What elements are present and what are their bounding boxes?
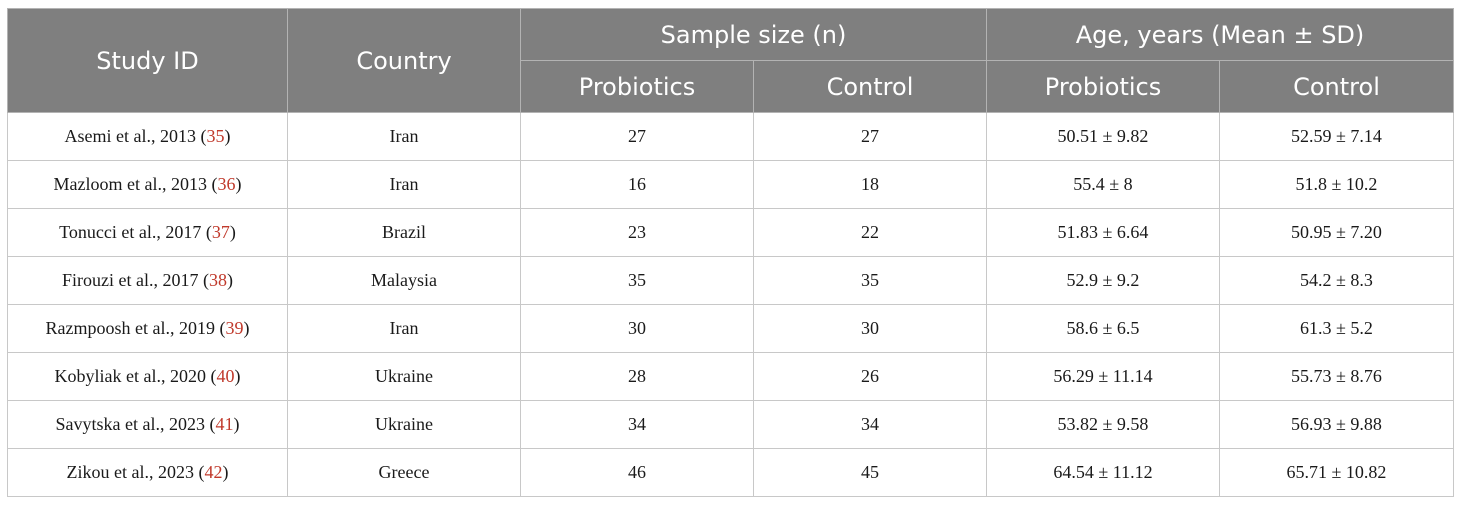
sample-control-cell: 26 [753,352,987,401]
age-probiotics-cell: 50.51 ± 9.82 [986,112,1220,161]
header-sample-size: Sample size (n) [520,8,987,61]
study-name-close: ) [229,222,236,242]
table-row: Zikou et al., 2023 (42) Greece 46 45 64.… [7,448,1454,497]
study-name: Razmpoosh et al., 2019 ( [45,318,226,338]
sample-control-cell: 18 [753,160,987,209]
sample-probiotics-cell: 35 [520,256,754,305]
table-row: Kobyliak et al., 2020 (40) Ukraine 28 26… [7,352,1454,401]
study-name-close: ) [222,462,229,482]
table-row: Tonucci et al., 2017 (37) Brazil 23 22 5… [7,208,1454,257]
age-control-cell: 56.93 ± 9.88 [1219,400,1454,449]
study-name-close: ) [235,174,242,194]
study-cell: Tonucci et al., 2017 (37) [7,208,288,257]
age-control-cell: 55.73 ± 8.76 [1219,352,1454,401]
study-cell: Asemi et al., 2013 (35) [7,112,288,161]
table-header: Study ID Country Sample size (n) Age, ye… [7,8,1454,113]
study-cell: Mazloom et al., 2013 (36) [7,160,288,209]
study-characteristics-table: Study ID Country Sample size (n) Age, ye… [7,8,1454,497]
country-cell: Ukraine [287,352,521,401]
age-control-cell: 54.2 ± 8.3 [1219,256,1454,305]
age-probiotics-cell: 51.83 ± 6.64 [986,208,1220,257]
country-cell: Iran [287,304,521,353]
study-cell: Firouzi et al., 2017 (38) [7,256,288,305]
sample-control-cell: 34 [753,400,987,449]
reference-link[interactable]: 38 [208,270,227,290]
sample-probiotics-cell: 23 [520,208,754,257]
country-cell: Iran [287,160,521,209]
header-subrow: Probiotics Control Probiotics Control [8,60,1454,113]
table-row: Razmpoosh et al., 2019 (39) Iran 30 30 5… [7,304,1454,353]
table-row: Asemi et al., 2013 (35) Iran 27 27 50.51… [7,112,1454,161]
study-name-close: ) [226,270,233,290]
table-body: Asemi et al., 2013 (35) Iran 27 27 50.51… [7,112,1454,497]
reference-link[interactable]: 35 [206,126,225,146]
header-sample-probiotics: Probiotics [520,60,754,113]
age-probiotics-cell: 64.54 ± 11.12 [986,448,1220,497]
study-cell: Kobyliak et al., 2020 (40) [7,352,288,401]
header-age-probiotics: Probiotics [986,60,1220,113]
sample-probiotics-cell: 16 [520,160,754,209]
header-age-control: Control [1219,60,1454,113]
age-control-cell: 52.59 ± 7.14 [1219,112,1454,161]
study-name: Mazloom et al., 2013 ( [53,174,218,194]
study-name: Kobyliak et al., 2020 ( [54,366,217,386]
header-age: Age, years (Mean ± SD) [986,8,1454,61]
sample-probiotics-cell: 28 [520,352,754,401]
study-name: Asemi et al., 2013 ( [64,126,207,146]
sample-probiotics-cell: 30 [520,304,754,353]
sample-probiotics-cell: 46 [520,448,754,497]
reference-link[interactable]: 41 [215,414,234,434]
reference-link[interactable]: 39 [225,318,244,338]
country-cell: Iran [287,112,521,161]
table-row: Savytska et al., 2023 (41) Ukraine 34 34… [7,400,1454,449]
study-name: Firouzi et al., 2017 ( [62,270,209,290]
sample-control-cell: 22 [753,208,987,257]
age-control-cell: 50.95 ± 7.20 [1219,208,1454,257]
age-probiotics-cell: 55.4 ± 8 [986,160,1220,209]
age-control-cell: 51.8 ± 10.2 [1219,160,1454,209]
header-row: Study ID Country Sample size (n) Age, ye… [7,8,1454,113]
header-sample-control: Control [753,60,987,113]
study-name-close: ) [234,366,241,386]
sample-control-cell: 35 [753,256,987,305]
sample-control-cell: 27 [753,112,987,161]
study-name-close: ) [243,318,250,338]
reference-link[interactable]: 37 [211,222,230,242]
header-country: Country [287,8,521,113]
country-cell: Ukraine [287,400,521,449]
study-name: Savytska et al., 2023 ( [55,414,216,434]
study-cell: Zikou et al., 2023 (42) [7,448,288,497]
age-probiotics-cell: 52.9 ± 9.2 [986,256,1220,305]
table-row: Mazloom et al., 2013 (36) Iran 16 18 55.… [7,160,1454,209]
study-cell: Razmpoosh et al., 2019 (39) [7,304,288,353]
reference-link[interactable]: 42 [204,462,223,482]
sample-control-cell: 45 [753,448,987,497]
study-name-close: ) [233,414,240,434]
sample-probiotics-cell: 34 [520,400,754,449]
age-probiotics-cell: 58.6 ± 6.5 [986,304,1220,353]
reference-link[interactable]: 40 [216,366,235,386]
table-row: Firouzi et al., 2017 (38) Malaysia 35 35… [7,256,1454,305]
age-control-cell: 65.71 ± 10.82 [1219,448,1454,497]
study-cell: Savytska et al., 2023 (41) [7,400,288,449]
age-probiotics-cell: 56.29 ± 11.14 [986,352,1220,401]
country-cell: Brazil [287,208,521,257]
header-study-id: Study ID [7,8,288,113]
country-cell: Greece [287,448,521,497]
age-control-cell: 61.3 ± 5.2 [1219,304,1454,353]
sample-probiotics-cell: 27 [520,112,754,161]
reference-link[interactable]: 36 [217,174,236,194]
sample-control-cell: 30 [753,304,987,353]
study-name-close: ) [224,126,231,146]
age-probiotics-cell: 53.82 ± 9.58 [986,400,1220,449]
study-name: Zikou et al., 2023 ( [66,462,205,482]
country-cell: Malaysia [287,256,521,305]
study-name: Tonucci et al., 2017 ( [59,222,212,242]
